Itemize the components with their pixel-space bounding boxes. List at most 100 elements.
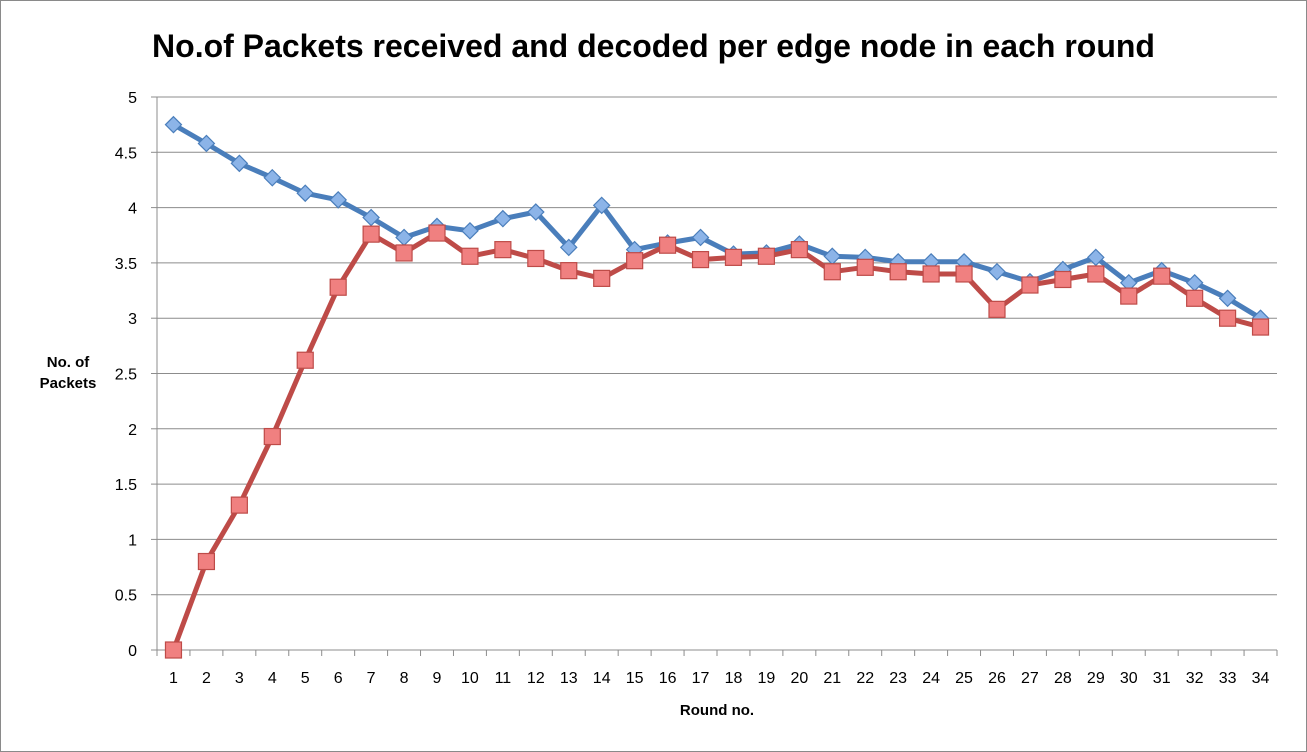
series-2-point <box>1218 309 1237 327</box>
x-axis-title: Round no. <box>679 702 755 719</box>
x-tick-label: 7 <box>367 670 376 687</box>
series-2-point <box>164 641 183 659</box>
series-2-point <box>527 249 545 268</box>
x-tick-label: 21 <box>823 670 841 687</box>
series-1-point <box>1218 289 1237 308</box>
series-2-point <box>395 244 413 262</box>
series-1-point <box>230 154 249 173</box>
x-tick-label: 5 <box>301 670 310 687</box>
x-tick-label: 24 <box>922 670 940 687</box>
x-tick-label: 16 <box>659 670 677 687</box>
x-tick-label: 33 <box>1219 670 1237 687</box>
series-2-point <box>329 278 347 296</box>
x-tick-label: 17 <box>692 670 710 687</box>
y-tick-label: 3 <box>128 311 137 328</box>
series-1-point <box>691 228 710 247</box>
series-1-point <box>592 196 611 215</box>
series-1-line <box>171 122 1263 321</box>
series-2-point <box>428 224 446 242</box>
x-tick-label: 25 <box>955 670 973 687</box>
series-2-point <box>757 247 776 265</box>
series-2-point <box>197 552 216 571</box>
x-tick-label: 31 <box>1153 670 1171 687</box>
series-2-point <box>1251 318 1270 336</box>
x-tick-label: 34 <box>1252 670 1270 687</box>
x-tick-label: 3 <box>235 670 244 687</box>
x-tick-label: 2 <box>202 670 211 687</box>
x-tick-label: 11 <box>495 670 512 687</box>
series-2-point <box>889 263 907 281</box>
y-tick-label: 1.5 <box>115 477 137 494</box>
series-2-point <box>1054 270 1072 289</box>
x-tick-label: 6 <box>334 670 343 687</box>
series-1-point <box>494 209 512 228</box>
x-tick-label: 14 <box>593 670 611 687</box>
x-tick-label: 10 <box>461 670 479 687</box>
series-1-point <box>263 168 282 187</box>
series-2-point <box>1087 265 1105 283</box>
y-tick-label: 4.5 <box>115 145 137 162</box>
series-2-point <box>691 250 710 269</box>
series-2-point <box>230 496 248 514</box>
x-tick-label: 4 <box>268 670 277 687</box>
y-axis-title: No. of Packets <box>20 352 116 394</box>
series-1-point <box>197 134 216 153</box>
x-tick-label: 28 <box>1054 670 1072 687</box>
y-tick-label: 0.5 <box>115 588 137 605</box>
series-2-point <box>362 225 380 243</box>
series-2-point <box>988 300 1006 318</box>
series-1-point <box>461 221 479 240</box>
x-tick-label: 23 <box>889 670 907 687</box>
x-tick-label: 8 <box>400 670 409 687</box>
series-1-point <box>1185 273 1204 292</box>
series-2-point <box>626 252 644 270</box>
series-2-point <box>1153 267 1171 285</box>
series-2-point <box>658 236 677 254</box>
series-2-point <box>1120 287 1138 305</box>
series-2-point <box>494 241 512 259</box>
y-tick-label: 3.5 <box>115 256 137 273</box>
x-tick-label: 22 <box>856 670 874 687</box>
series-2-point <box>296 351 314 369</box>
x-tick-label: 27 <box>1021 670 1039 687</box>
x-tick-label: 13 <box>560 670 578 687</box>
series-2-point <box>593 269 611 287</box>
x-tick-label: 26 <box>988 670 1006 687</box>
series-2-point <box>823 263 841 281</box>
series-2-point <box>1021 276 1039 294</box>
series-2-point <box>955 265 973 283</box>
series-1-point <box>526 203 545 221</box>
x-tick-label: 29 <box>1087 670 1105 687</box>
series-1-point <box>164 115 183 134</box>
y-tick-label: 1 <box>128 532 137 549</box>
series-1-point <box>296 184 315 203</box>
series-2-point <box>922 265 940 283</box>
x-tick-label: 18 <box>725 670 743 687</box>
x-tick-label: 15 <box>626 670 644 687</box>
series-1-point <box>329 191 348 209</box>
series-2-point <box>560 262 578 280</box>
x-tick-label: 30 <box>1120 670 1138 687</box>
x-tick-label: 19 <box>758 670 776 687</box>
series-2-point <box>856 258 874 276</box>
series-2-point <box>461 247 479 265</box>
series-1-point <box>988 262 1006 281</box>
chart-title: No.of Packets received and decoded per e… <box>152 28 1155 64</box>
series-1-point <box>559 238 578 257</box>
series-2-point <box>724 248 743 266</box>
series-1-point <box>823 247 842 266</box>
x-tick-label: 9 <box>433 670 442 687</box>
x-tick-label: 12 <box>527 670 545 687</box>
series-2-line <box>171 230 1263 653</box>
x-tick-label: 20 <box>790 670 808 687</box>
y-tick-label: 5 <box>128 90 137 107</box>
y-axis-title-line-1: No. of <box>46 354 90 371</box>
series-2-point <box>1186 289 1204 307</box>
y-tick-label: 2 <box>128 422 137 439</box>
x-tick-label: 32 <box>1186 670 1204 687</box>
series-2-point <box>263 427 281 446</box>
y-tick-label: 2.5 <box>115 367 137 384</box>
y-tick-label: 4 <box>128 201 137 218</box>
